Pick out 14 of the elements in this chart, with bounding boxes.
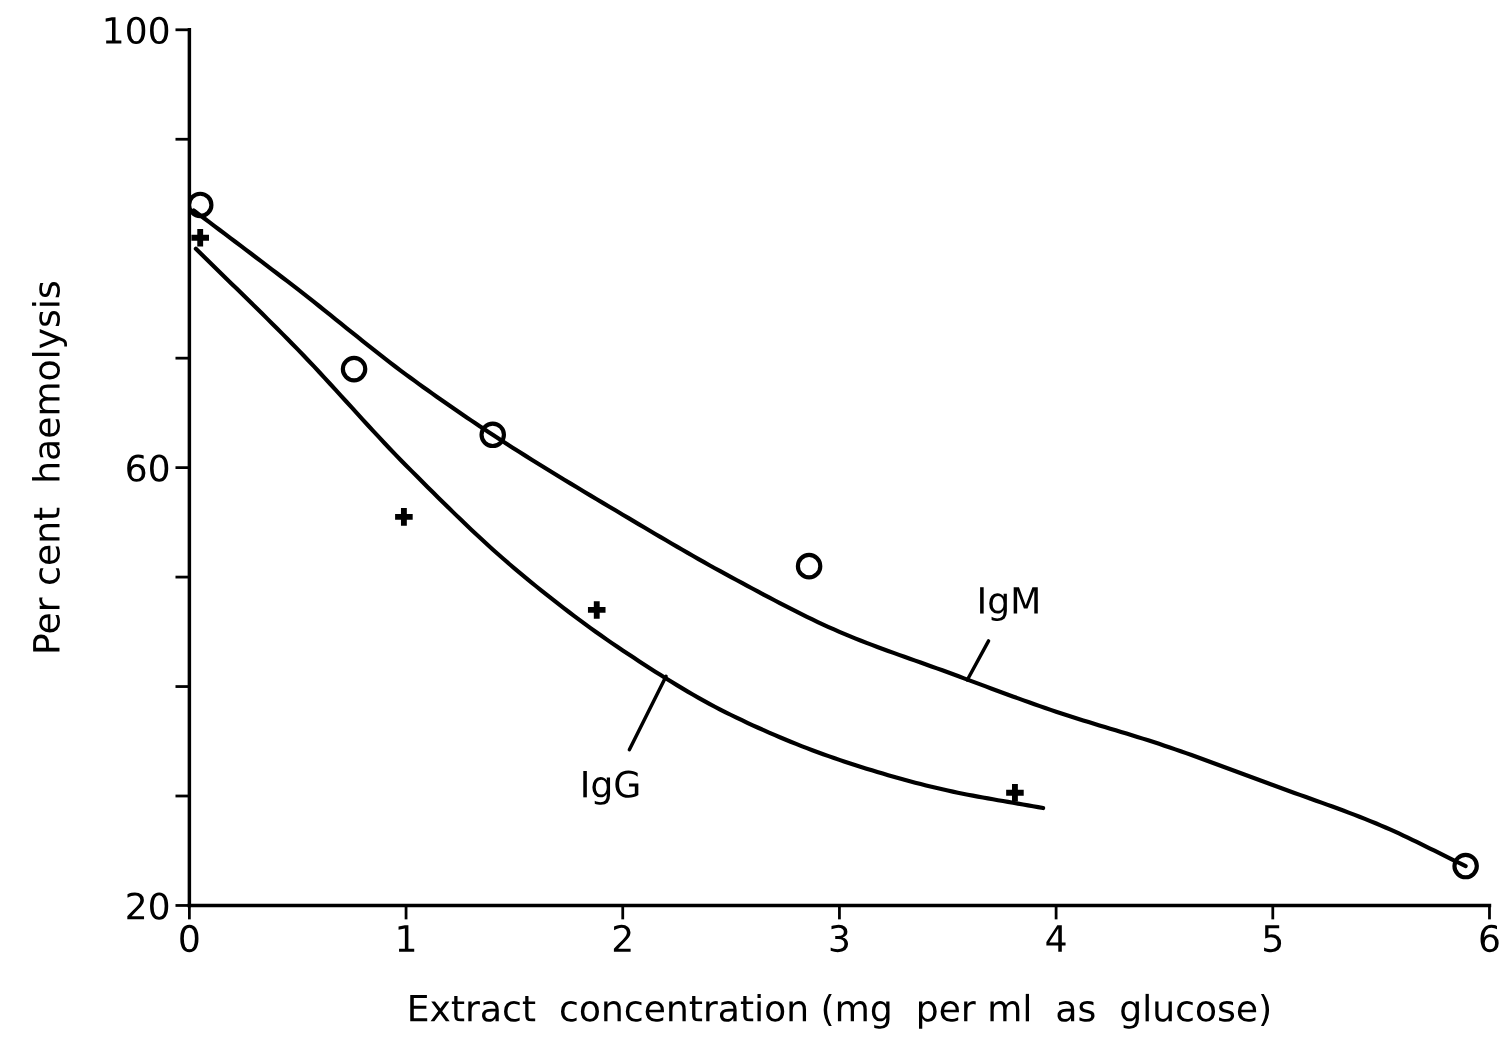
x-tick-label: 6 (1480, 924, 1499, 953)
x-axis-title: Extract concentration (mg per ml as glucose) (410, 993, 1270, 1029)
x-tick-label: 1 (398, 925, 415, 952)
y-tick-label: 60 (127, 454, 169, 482)
y-tick-label: 100 (105, 16, 169, 45)
annotation: IgM (980, 587, 1038, 622)
x-tick-label: 2 (613, 924, 631, 952)
y-axis-title: Per cent haemolysis (32, 282, 67, 652)
y-tick-label: 20 (127, 892, 169, 920)
annotation: IgG (583, 770, 639, 805)
x-tick-label: 5 (1264, 925, 1282, 953)
x-tick-label: 4 (1046, 925, 1066, 952)
x-tick-label: 0 (180, 924, 199, 953)
x-tick-label: 3 (830, 924, 849, 953)
